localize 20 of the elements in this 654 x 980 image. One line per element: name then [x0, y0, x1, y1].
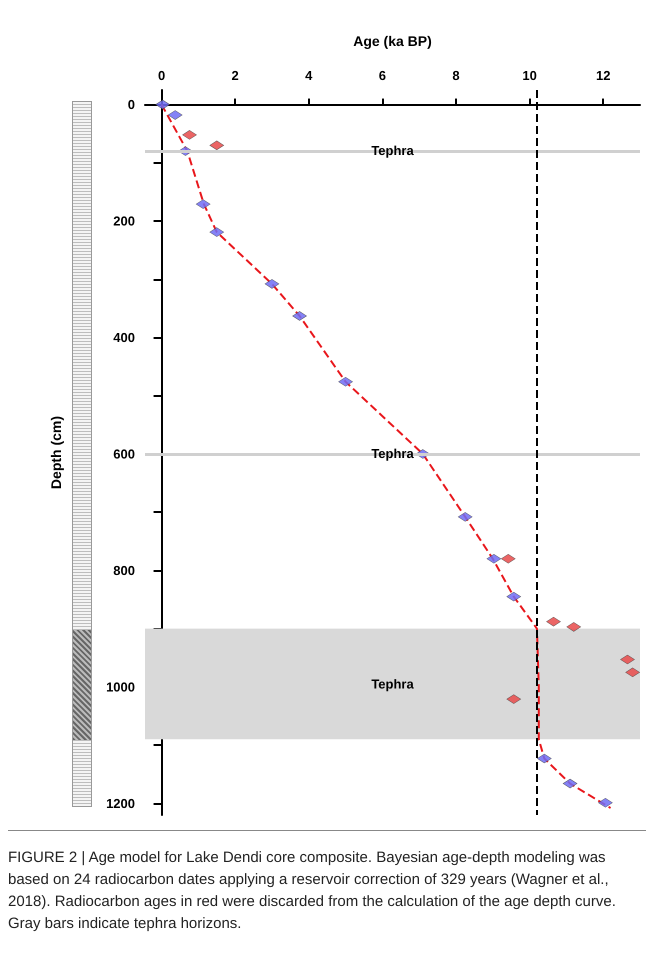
y-tick-label: 0: [128, 97, 135, 112]
x-tick-label: 2: [232, 68, 239, 83]
x-tick-label: 6: [378, 68, 386, 83]
y-tick-label: 400: [113, 330, 135, 345]
x-tick-label: 0: [158, 68, 166, 83]
band-label: Tephra: [371, 676, 414, 692]
y-tick-label: 1200: [106, 796, 135, 811]
y-axis-title: Depth (cm): [48, 416, 64, 490]
x-axis-title: Age (ka BP): [353, 33, 432, 49]
caption: FIGURE 2 | Age model for Lake Dendi core composite. Bayesian age-depth modeling was based on 24 radiocarbon dates applying a reservoir correction of 329 years (Wagner et al., 2018). Radiocarbon ages in red were discarded from the calculation of the age depth curve. Gray bars indicate tephra horizons.: [8, 848, 617, 934]
y-tick-label: 600: [113, 446, 135, 462]
x-tick-label: 8: [452, 68, 460, 83]
y-tick-label: 800: [113, 562, 135, 578]
x-tick-label: 4: [305, 68, 314, 83]
y-tick-label: 1000: [106, 679, 135, 694]
y-tick-label: 200: [113, 214, 135, 229]
ref-line-label: Tephra: [371, 143, 414, 158]
x-tick-label: 12: [596, 68, 610, 83]
x-tick-label: 10: [522, 68, 537, 83]
ref-line-label: Tephra: [371, 446, 414, 461]
